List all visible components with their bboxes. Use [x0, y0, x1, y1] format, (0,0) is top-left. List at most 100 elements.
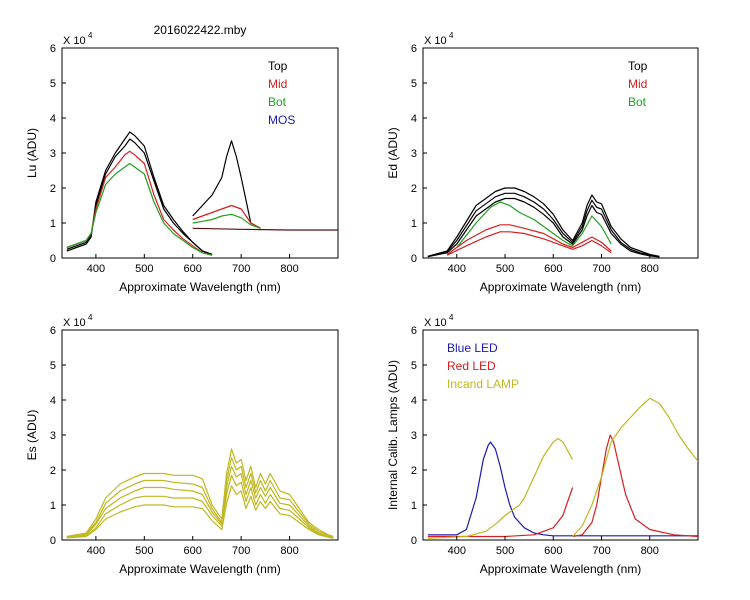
series-line-incand-lamp	[427, 437, 574, 539]
y-exponent-label: 4	[88, 313, 93, 322]
y-tick-label: 1	[411, 218, 417, 230]
y-tick-label: 1	[50, 500, 56, 512]
y-tick-label: 4	[50, 113, 56, 125]
y-tick-label: 1	[50, 218, 56, 230]
series-line-bot	[192, 213, 261, 229]
series-line-blue-led	[427, 441, 698, 537]
x-axis-label: Approximate Wavelength (nm)	[480, 280, 642, 294]
series-line-red-led	[572, 434, 698, 538]
legend-entry-mid: Mid	[268, 77, 287, 91]
series-line-mid	[192, 204, 261, 229]
x-tick-label: 400	[448, 263, 466, 275]
x-axis-label: Approximate Wavelength (nm)	[119, 280, 281, 294]
legend-entry-incand-lamp: Incand LAMP	[447, 377, 519, 391]
series-line-top	[427, 192, 660, 258]
x-tick-label: 600	[544, 545, 562, 557]
y-axis-label: Es (ADU)	[25, 410, 39, 461]
x-tick-label: 500	[496, 545, 514, 557]
y-tick-label: 3	[50, 148, 56, 160]
y-tick-label: 5	[411, 360, 417, 372]
legend-entry-bot: Bot	[268, 95, 287, 109]
y-exponent-label: 4	[449, 31, 454, 40]
series-line-mid	[446, 224, 612, 255]
y-tick-label: 3	[50, 430, 56, 442]
series-line-es	[66, 457, 334, 538]
series-group	[427, 397, 698, 539]
y-axis-label: Internal Calib. Lamps (ADU)	[386, 360, 400, 510]
series-line-top	[427, 187, 660, 257]
y-tick-label: 5	[50, 78, 56, 90]
y-tick-label: 4	[411, 395, 417, 407]
legend: Top Mid Bot	[628, 59, 648, 109]
x-axis-label: Approximate Wavelength (nm)	[480, 562, 642, 576]
series-line-mid	[446, 231, 612, 256]
x-tick-label: 700	[232, 263, 250, 275]
y-tick-label: 3	[411, 430, 417, 442]
x-tick-label: 700	[232, 545, 250, 557]
legend: Top Mid Bot MOS	[268, 59, 295, 127]
series-line-es	[66, 448, 334, 538]
y-tick-label: 2	[411, 183, 417, 195]
y-tick-label: 2	[411, 465, 417, 477]
series-line-mos	[192, 227, 338, 231]
y-multiplier-label: X 10	[424, 317, 447, 329]
y-tick-label: 0	[411, 535, 417, 547]
x-tick-label: 500	[135, 545, 153, 557]
x-tick-label: 400	[87, 545, 105, 557]
series-group	[66, 131, 338, 256]
y-tick-label: 0	[50, 253, 56, 265]
y-multiplier-label: X 10	[424, 35, 447, 47]
y-tick-label: 0	[411, 253, 417, 265]
x-tick-label: 600	[544, 263, 562, 275]
y-tick-label: 4	[50, 395, 56, 407]
plot-frame	[61, 47, 339, 259]
legend: Blue LED Red LED Incand LAMP	[447, 341, 519, 391]
legend-entry-top: Top	[268, 59, 288, 73]
y-multiplier-label: X 10	[63, 35, 86, 47]
x-tick-label: 400	[87, 263, 105, 275]
x-tick-label: 500	[496, 263, 514, 275]
y-exponent-label: 4	[449, 313, 454, 322]
y-tick-label: 3	[411, 148, 417, 160]
legend-entry-red-led: Red LED	[447, 359, 496, 373]
x-tick-label: 500	[135, 263, 153, 275]
y-tick-label: 2	[50, 183, 56, 195]
y-tick-label: 4	[411, 113, 417, 125]
series-line-es	[66, 474, 334, 539]
y-tick-label: 5	[411, 78, 417, 90]
y-tick-label: 2	[50, 465, 56, 477]
y-tick-label: 6	[411, 325, 417, 337]
x-tick-label: 800	[280, 263, 298, 275]
series-line-incand-lamp	[572, 397, 698, 537]
series-line-bot	[66, 162, 213, 256]
legend-entry-bot: Bot	[628, 95, 647, 109]
y-tick-label: 5	[50, 360, 56, 372]
y-tick-label: 6	[50, 325, 56, 337]
series-line-top	[192, 140, 261, 229]
x-tick-label: 700	[592, 545, 610, 557]
x-tick-label: 800	[280, 545, 298, 557]
series-line-bot	[456, 201, 612, 248]
x-tick-label: 400	[448, 545, 466, 557]
x-tick-label: 800	[641, 545, 659, 557]
series-group	[66, 448, 334, 539]
y-axis-label: Lu (ADU)	[25, 128, 39, 178]
y-tick-label: 6	[50, 43, 56, 55]
chart-title: 2016022422.mby	[154, 23, 247, 37]
series-line-top	[427, 197, 660, 258]
series-line-red-led	[427, 487, 574, 538]
legend-entry-blue-led: Blue LED	[447, 341, 498, 355]
y-tick-label: 1	[411, 500, 417, 512]
y-multiplier-label: X 10	[63, 317, 86, 329]
series-group	[427, 187, 660, 258]
y-exponent-label: 4	[88, 31, 93, 40]
y-axis-label: Ed (ADU)	[386, 127, 400, 178]
y-tick-label: 0	[50, 535, 56, 547]
x-tick-label: 600	[184, 545, 202, 557]
series-line-es	[66, 465, 334, 539]
